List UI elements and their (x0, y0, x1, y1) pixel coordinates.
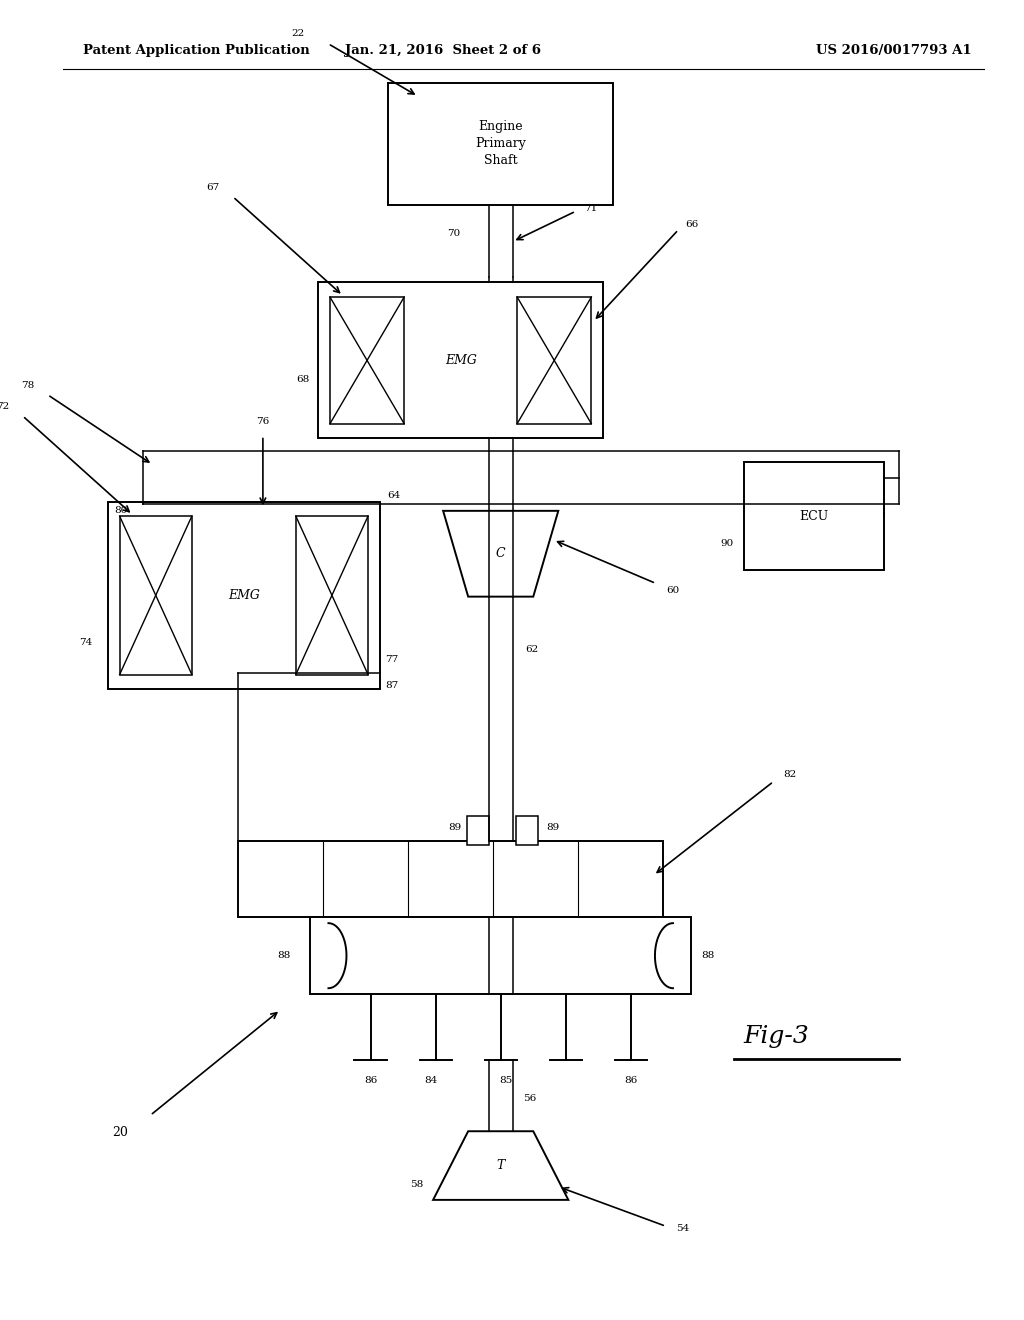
Bar (108, 502, 380, 689)
Text: EMG: EMG (228, 589, 260, 602)
Text: 84: 84 (424, 1076, 437, 1085)
Text: 74: 74 (79, 638, 92, 647)
Text: 66: 66 (685, 220, 698, 228)
Text: EMG: EMG (444, 354, 476, 367)
Text: 76: 76 (256, 417, 269, 426)
Text: 89: 89 (546, 824, 559, 832)
Text: 62: 62 (524, 645, 538, 653)
Bar (238, 841, 664, 917)
Text: 82: 82 (783, 771, 797, 779)
Text: 80: 80 (115, 507, 128, 515)
Text: 88: 88 (278, 952, 291, 960)
Text: 70: 70 (447, 230, 461, 238)
Text: 67: 67 (206, 183, 219, 191)
Bar (120, 516, 191, 675)
Text: Jan. 21, 2016  Sheet 2 of 6: Jan. 21, 2016 Sheet 2 of 6 (345, 44, 541, 57)
Bar (330, 297, 404, 424)
Text: 54: 54 (676, 1225, 689, 1233)
Text: T: T (497, 1159, 505, 1172)
Text: 64: 64 (387, 491, 400, 499)
Text: 60: 60 (666, 586, 679, 594)
Text: 68: 68 (297, 375, 310, 384)
Text: 20: 20 (113, 1126, 128, 1139)
Text: 89: 89 (449, 824, 462, 832)
Bar (317, 282, 603, 438)
Bar (467, 816, 488, 845)
Text: 72: 72 (0, 403, 9, 411)
Text: 88: 88 (701, 952, 715, 960)
Bar (517, 297, 591, 424)
Text: 58: 58 (410, 1180, 423, 1188)
Text: 87: 87 (385, 681, 398, 689)
Text: 56: 56 (522, 1094, 536, 1102)
Text: 90: 90 (720, 539, 733, 548)
Bar (296, 516, 368, 675)
Text: ECU: ECU (799, 510, 828, 523)
Text: 86: 86 (364, 1076, 377, 1085)
Text: 85: 85 (499, 1076, 512, 1085)
Text: Fig-3: Fig-3 (743, 1024, 809, 1048)
Text: 78: 78 (20, 381, 34, 389)
Text: Engine
Primary
Shaft: Engine Primary Shaft (475, 120, 526, 168)
Text: 77: 77 (385, 656, 398, 664)
Text: 22: 22 (291, 29, 304, 37)
Text: C: C (496, 548, 506, 560)
Bar (743, 462, 884, 570)
Text: Patent Application Publication: Patent Application Publication (83, 44, 309, 57)
Bar (516, 816, 538, 845)
Bar (388, 83, 613, 205)
Text: 86: 86 (625, 1076, 638, 1085)
Text: 71: 71 (584, 205, 597, 213)
Bar (310, 917, 691, 994)
Text: US 2016/0017793 A1: US 2016/0017793 A1 (816, 44, 972, 57)
